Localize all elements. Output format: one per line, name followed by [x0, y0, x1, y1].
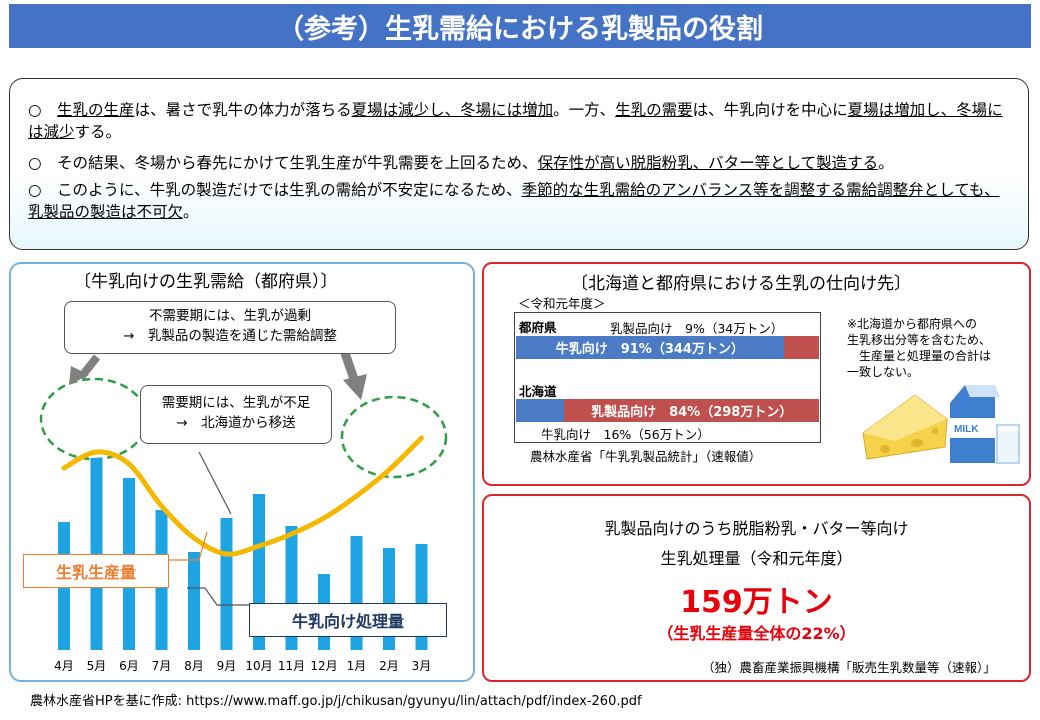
cheese-icon [862, 394, 948, 460]
intro-text: 生乳の生産 [57, 101, 135, 119]
month-label: 5月 [86, 659, 107, 673]
note-line: 生産量と処理量の合計は [847, 349, 992, 363]
intro-text: 。一方、 [553, 101, 616, 119]
callout-text: → 乳製品の製造を通じた需給調整 [123, 328, 337, 344]
hokkaido-bar: 乳製品向け 84%（298万トン） [516, 399, 819, 422]
note-line: ※北海道から都府県への [847, 317, 978, 331]
milk-processing-label: 牛乳向け処理量 [249, 603, 447, 637]
production-label: 生乳生産量 [23, 554, 169, 588]
tofuken-dairy-segment [783, 336, 819, 359]
intro-paragraph-3: ○ このように、牛乳の製造だけでは生乳の需給が不安定になるため、季節的な生乳需給… [28, 179, 1013, 223]
month-label: 12月 [310, 659, 338, 673]
tofuken-bar: 牛乳向け 91%（344万トン） [516, 336, 819, 359]
month-label: 10月 [245, 659, 273, 673]
callout-text: 不需要期には、生乳が過剰 [149, 308, 311, 324]
surplus-highlight-right [340, 395, 448, 479]
bullet: ○ [28, 181, 42, 199]
bullet: ○ [28, 154, 42, 172]
month-label: 8月 [184, 659, 204, 673]
processing-volume-panel [482, 494, 1031, 682]
month-label: 1月 [346, 659, 367, 673]
month-label: 6月 [119, 659, 139, 673]
month-label: 7月 [151, 659, 172, 673]
intro-text: その結果、冬場から春先にかけて生乳生産が牛乳需要を上回るため、 [57, 154, 538, 172]
intro-text: は、暑さで乳牛の体力が落ちる [134, 101, 352, 119]
milk-processing-bar [188, 552, 200, 650]
page-title: （参考）生乳需給における乳製品の役割 [9, 4, 1031, 48]
callout-text: → 北海道から移送 [176, 415, 296, 431]
dairy-illustration: MILK [862, 385, 1020, 464]
arrow-right-head [343, 374, 367, 400]
processing-volume: 159万トン [680, 585, 833, 620]
tofuken-milk-segment: 牛乳向け 91%（344万トン） [516, 336, 784, 359]
processing-share: （生乳生産量全体の22%） [657, 624, 856, 643]
milk-carton-text: MILK [954, 424, 979, 435]
intro-text: 保存性が高い脱脂粉乳、バター等として製造する [537, 154, 879, 172]
milk-glass-icon [996, 424, 1020, 464]
hokkaido-dairy-segment: 乳製品向け 84%（298万トン） [564, 399, 819, 422]
row-label-tofuken: 都府県 [519, 320, 557, 335]
footer-source: 農林水産省HPを基に作成: https://www.maff.go.jp/j/c… [30, 694, 642, 709]
processing-line2: 生乳処理量（令和元年度） [660, 549, 853, 568]
supply-demand-panel [9, 262, 475, 682]
intro-text: する。 [74, 123, 122, 141]
intro-text: 季節的な生乳需給のアンバランス等を調整する需給調整弁としても、乳製品の製造は不可… [28, 181, 1000, 221]
intro-text: 。 [183, 203, 199, 221]
callout-mid-pointer [198, 451, 232, 515]
tofuken-dairy-note: 乳製品向け 9%（34万トン） [610, 321, 784, 336]
intro-box: ○ 生乳の生産は、暑さで乳牛の体力が落ちる夏場は減少し、冬場には増加。一方、生乳… [9, 78, 1029, 250]
surplus-highlight-left [39, 377, 149, 461]
destination-chart: 都府県 乳製品向け 9%（34万トン） 牛乳向け 91%（344万トン） 北海道… [514, 312, 821, 443]
callout-text: 需要期には、生乳が不足 [161, 395, 311, 411]
callout-shortage: 需要期には、生乳が不足 → 北海道から移送 [140, 385, 332, 444]
month-label: 9月 [216, 659, 237, 673]
milk-carton-icon: MILK [950, 385, 1000, 463]
note-line: 一致しない。 [847, 365, 920, 379]
intro-text: 生乳の需要 [615, 101, 693, 119]
intro-paragraph-1: ○ 生乳の生産は、暑さで乳牛の体力が落ちる夏場は減少し、冬場には増加。一方、生乳… [28, 99, 1013, 143]
intro-paragraph-2: ○ その結果、冬場から春先にかけて生乳生産が牛乳需要を上回るため、保存性が高い脱… [28, 152, 1013, 174]
processing-line1: 乳製品向けのうち脱脂粉乳・バター等向け [604, 519, 909, 538]
hokkaido-milk-segment [516, 399, 565, 422]
month-label: 4月 [54, 659, 74, 673]
month-label: 11月 [277, 659, 306, 673]
hokkaido-milk-note: 牛乳向け 16%（56万トン） [541, 427, 710, 442]
arrow-left-head [69, 366, 89, 385]
month-label: 2月 [379, 659, 399, 673]
destination-source: 農林水産省「牛乳乳製品統計」（速報値） [530, 449, 762, 464]
bullet: ○ [28, 101, 42, 119]
milk-processing-bar [220, 518, 233, 650]
row-label-hokkaido: 北海道 [519, 384, 557, 399]
intro-text: 。 [878, 154, 894, 172]
intro-text: このように、牛乳の製造だけでは生乳の需給が不安定になるため、 [57, 181, 522, 199]
intro-text: 夏場は減少し、冬場には増加 [351, 101, 554, 119]
panel-title-destination: 〔北海道と都府県における生乳の仕向け先〕 [571, 274, 911, 294]
intro-text: 夏場は増加し、冬場には減少 [28, 101, 1003, 141]
destination-panel [482, 262, 1031, 486]
production-line [61, 435, 424, 557]
month-label: 3月 [411, 659, 432, 673]
milk-label-connector [187, 587, 249, 606]
period-label: ＜令和元年度＞ [518, 296, 606, 311]
callout-surplus: 不需要期には、生乳が過剰 → 乳製品の製造を通じた需給調整 [64, 301, 396, 354]
destination-note: ※北海道から都府県への 生乳移出分等を含むため、 生産量と処理量の合計は 一致し… [847, 316, 991, 380]
processing-source: （独）農畜産業振興機構「販売生乳数量等（速報）」 [702, 660, 996, 675]
intro-text: は、牛乳向けを中心に [692, 101, 848, 119]
production-label-connector [167, 531, 208, 561]
note-line: 生乳移出分等を含むため、 [847, 333, 992, 347]
panel-title-supply-demand: 〔牛乳向けの生乳需給（都府県）〕 [74, 272, 338, 292]
